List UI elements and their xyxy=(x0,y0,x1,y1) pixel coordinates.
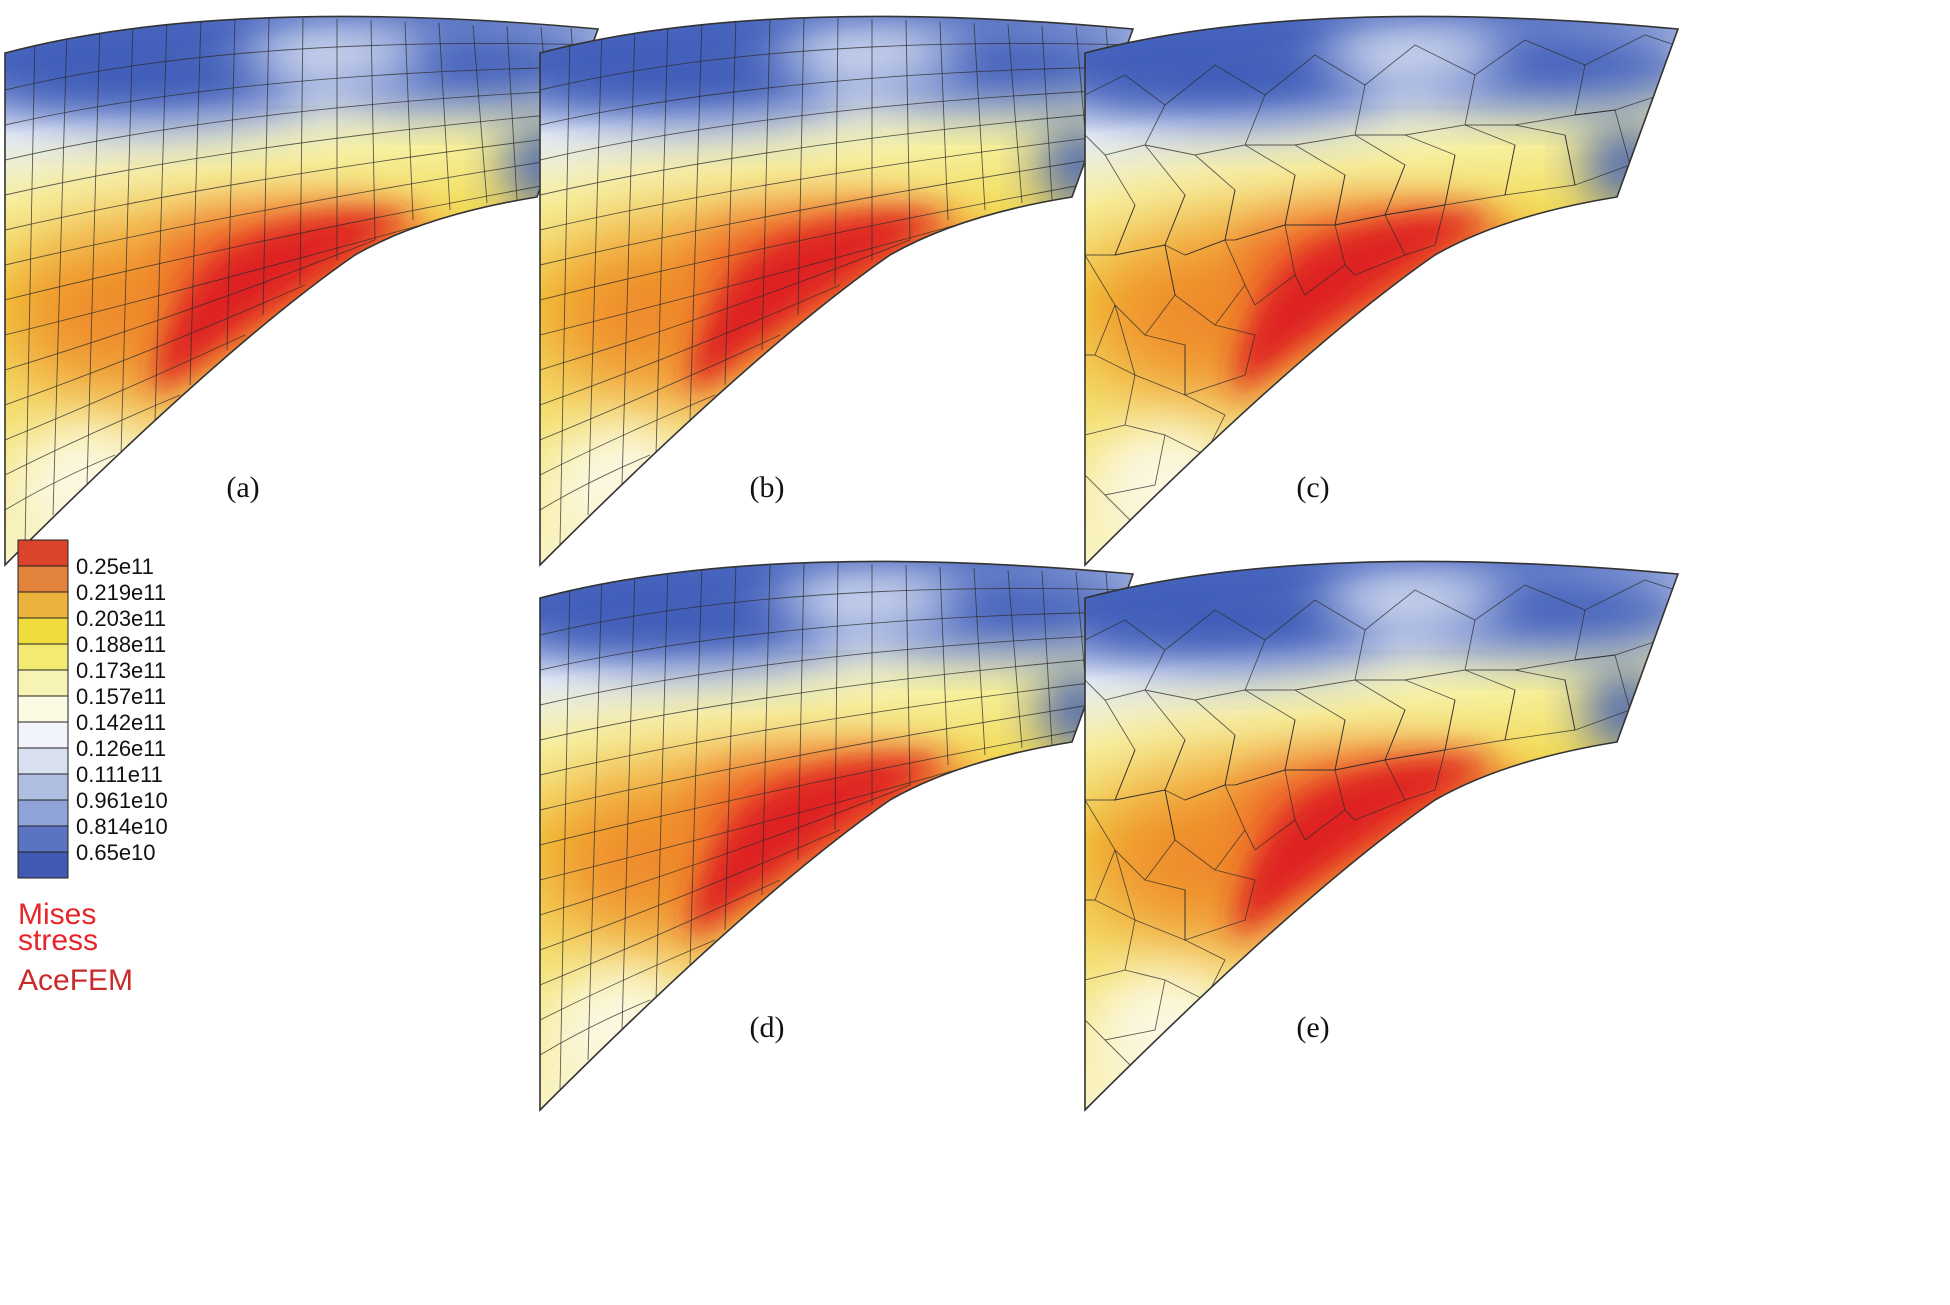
legend-tick-label: 0.188e11 xyxy=(76,632,166,657)
legend-tick-label: 0.65e10 xyxy=(76,840,156,865)
legend-tick-label: 0.173e11 xyxy=(76,658,166,683)
legend-tick-label: 0.142e11 xyxy=(76,710,166,735)
contour-plot-b xyxy=(520,0,1160,585)
legend-swatch xyxy=(17,643,69,671)
legend-swatch xyxy=(17,721,69,749)
legend-tick-label: 0.126e11 xyxy=(76,736,166,761)
contour-plot-d xyxy=(520,530,1160,1130)
legend-swatch xyxy=(17,669,69,697)
legend-tick-label: 0.203e11 xyxy=(76,606,166,631)
panel-b xyxy=(520,0,1160,585)
panel-e xyxy=(1065,530,1705,1130)
legend-swatch xyxy=(17,539,69,567)
legend-swatch xyxy=(17,591,69,619)
legend-ticks: 0.25e110.219e110.203e110.188e110.173e110… xyxy=(76,554,168,865)
contour-plot-c xyxy=(1065,0,1705,585)
legend-title-line1: Mises xyxy=(18,898,96,931)
caption-b: (b) xyxy=(750,471,785,504)
legend-swatch xyxy=(17,825,69,853)
legend-swatch xyxy=(17,617,69,645)
legend-tick-label: 0.157e11 xyxy=(76,684,166,709)
caption-e: (e) xyxy=(1296,1011,1329,1044)
contour-plot-e xyxy=(1065,530,1705,1130)
caption-a: (a) xyxy=(226,471,259,504)
legend-tick-label: 0.219e11 xyxy=(76,580,166,605)
legend-swatch xyxy=(17,773,69,801)
legend: 0.25e110.219e110.203e110.188e110.173e110… xyxy=(17,539,168,997)
legend-tick-label: 0.814e10 xyxy=(76,814,168,839)
legend-software: AceFEM xyxy=(18,964,133,997)
panel-a xyxy=(0,0,625,585)
legend-tick-label: 0.111e11 xyxy=(76,762,163,787)
legend-tick-label: 0.25e11 xyxy=(76,554,154,579)
panel-d xyxy=(520,530,1160,1130)
contour-plot-a xyxy=(0,0,625,585)
legend-swatch xyxy=(17,565,69,593)
caption-c: (c) xyxy=(1296,471,1329,504)
legend-swatch xyxy=(17,799,69,827)
panel-c xyxy=(1065,0,1705,585)
legend-swatch xyxy=(17,851,69,879)
legend-swatch xyxy=(17,747,69,775)
caption-d: (d) xyxy=(750,1011,785,1044)
legend-swatch xyxy=(17,695,69,723)
legend-tick-label: 0.961e10 xyxy=(76,788,168,813)
legend-title-line2: stress xyxy=(18,924,98,957)
legend-colorbar xyxy=(17,539,69,879)
